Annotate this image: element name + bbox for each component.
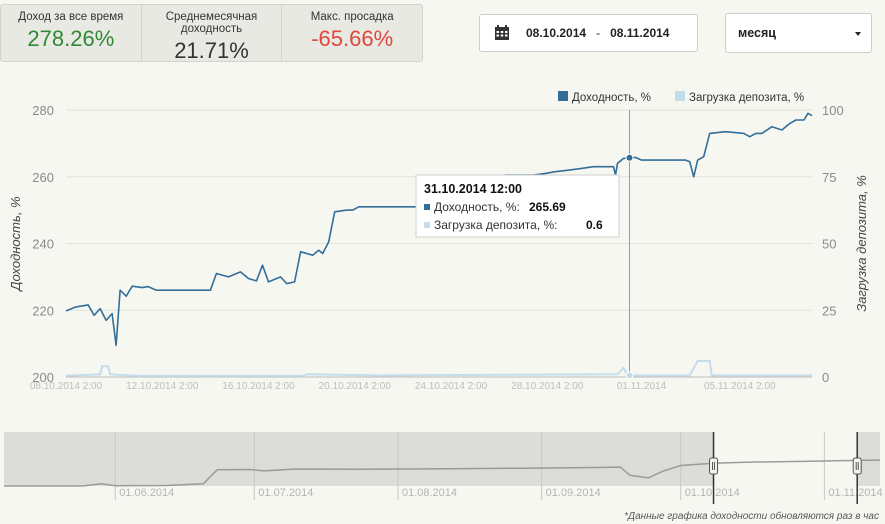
hover-point-load	[625, 371, 634, 380]
y2-tick-label: 50	[822, 237, 836, 252]
navigator-tick-label: 01.06.2014	[119, 487, 174, 499]
stat-value: -65.66%	[311, 26, 394, 51]
tooltip-swatch	[424, 222, 430, 228]
navigator-right-handle[interactable]	[852, 457, 862, 475]
tooltip-value: 0.6	[586, 218, 603, 232]
x-tick-label: 08.10.2014 2:00	[30, 381, 103, 392]
caret-down-icon	[855, 32, 861, 36]
y2-tick-label: 0	[822, 370, 829, 385]
period-selected: месяц	[738, 26, 776, 40]
stat-label: Среднемесячная доходность	[165, 11, 258, 35]
navigator-series	[4, 459, 881, 487]
series-line-deposit-load	[65, 360, 812, 377]
y-tick-label: 280	[32, 103, 54, 118]
navigator-tick-label: 01.09.2014	[546, 487, 601, 499]
date-separator: -	[596, 26, 601, 40]
date-start: 08.10.2014	[526, 26, 587, 40]
x-tick-label: 20.10.2014 2:00	[319, 381, 392, 392]
navigator-left-handle[interactable]	[709, 457, 719, 475]
tooltip: 31.10.2014 12:00 Доходность, %: 265.69 Загр…	[415, 174, 620, 238]
date-range-picker[interactable]: 08.10.2014 - 08.11.2014	[479, 14, 698, 52]
y2-axis-title: Загрузка депозита, %	[854, 175, 869, 312]
y-tick-label: 240	[32, 237, 54, 252]
stats-panel: Доход за все время 278.26% Среднемесячна…	[0, 4, 423, 63]
calendar-icon	[495, 25, 509, 40]
legend-label: Загрузка депозита, %	[689, 92, 804, 104]
tooltip-label: Загрузка депозита, %:	[434, 218, 558, 232]
stat-value: 21.71%	[174, 38, 249, 63]
y-tick-label: 260	[32, 170, 54, 185]
navigator-chart[interactable]: 01.06.2014 01.07.2014 01.08.2014 01.09.2014…	[0, 428, 885, 508]
tooltip-value: 265.69	[529, 200, 566, 214]
y-tick-label: 220	[32, 303, 54, 318]
navigator-tick-label: 01.11.2014	[828, 487, 882, 499]
footnote: *Данные графика доходности обновляются р…	[624, 511, 879, 522]
hover-point-yield	[625, 153, 634, 162]
stat-label: Макс. просадка	[310, 11, 394, 23]
x-tick-label: 24.10.2014 2:00	[415, 381, 488, 392]
period-select[interactable]: месяц	[725, 13, 872, 53]
x-tick-label: 16.10.2014 2:00	[222, 381, 295, 392]
x-tick-label: 05.11.2014 2:00	[704, 381, 776, 392]
x-tick-label: 01.11.2014	[617, 381, 667, 392]
stat-label: Доход за все время	[18, 11, 124, 23]
y-tick-label: 200	[32, 370, 54, 385]
y2-tick-label: 100	[822, 103, 844, 118]
navigator-tick-label: 01.07.2014	[258, 487, 313, 499]
stat-total-income: Доход за все время 278.26%	[1, 5, 141, 61]
date-end: 08.11.2014	[610, 26, 670, 40]
navigator-tick-label: 01.08.2014	[402, 487, 457, 499]
legend-swatch	[558, 91, 568, 101]
y2-tick-label: 75	[822, 170, 836, 185]
stat-value: 278.26%	[27, 26, 115, 51]
tooltip-box	[415, 174, 620, 238]
navigator-selection	[713, 432, 858, 486]
legend-label: Доходность, %	[572, 92, 651, 104]
x-tick-label: 12.10.2014 2:00	[126, 381, 199, 392]
main-chart[interactable]: 200 220 240 260 280 0 25 50 75 100 Доходность, % За…	[0, 80, 885, 410]
tooltip-swatch	[424, 204, 430, 210]
stat-max-drawdown: Макс. просадка -65.66%	[281, 5, 422, 61]
stat-monthly-yield: Среднемесячная доходность 21.71%	[140, 5, 282, 63]
tooltip-label: Доходность, %:	[434, 200, 520, 214]
x-tick-label: 28.10.2014 2:00	[511, 381, 584, 392]
tooltip-title: 31.10.2014 12:00	[424, 182, 522, 196]
legend-swatch	[675, 91, 685, 101]
y2-tick-label: 25	[822, 303, 836, 318]
y-axis-title: Доходность, %	[8, 196, 23, 292]
navigator-tick-label: 01.10.2014	[685, 487, 740, 499]
